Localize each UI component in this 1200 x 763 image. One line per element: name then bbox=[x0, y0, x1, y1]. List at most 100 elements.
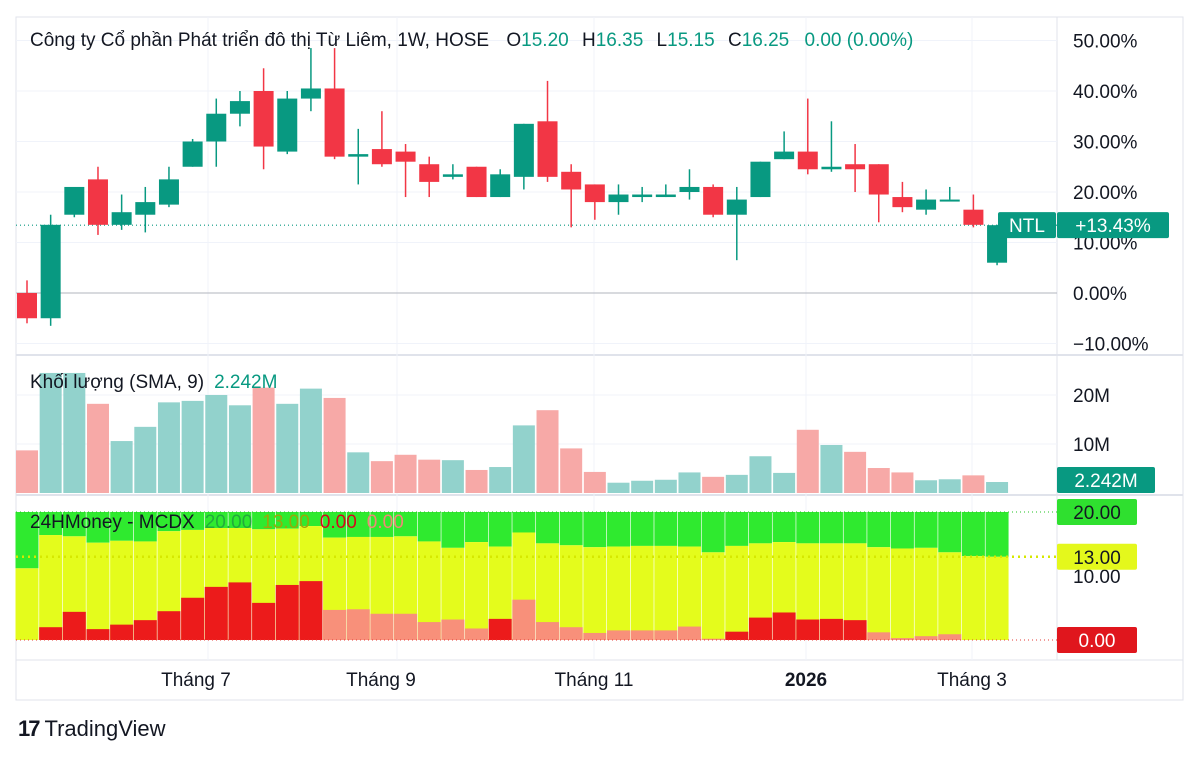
mcdx-green-bar bbox=[867, 512, 891, 548]
candle-body bbox=[277, 98, 298, 152]
mcdx-red-bar bbox=[323, 609, 347, 640]
mcdx-yellow-bar bbox=[536, 543, 560, 640]
mcdx-green-bar bbox=[228, 512, 252, 528]
candle-body bbox=[608, 194, 629, 203]
time-axis-label: Tháng 9 bbox=[346, 670, 416, 691]
mcdx-red-bar bbox=[62, 611, 86, 640]
volume-tag-label: 2.242M bbox=[1074, 471, 1137, 492]
mcdx-red-bar bbox=[346, 609, 370, 640]
volume-bar bbox=[678, 472, 701, 493]
price-axis-label: 0.00% bbox=[1073, 284, 1127, 305]
candle-body bbox=[939, 199, 960, 202]
mcdx-red-bar bbox=[488, 618, 512, 640]
mcdx-red-bar bbox=[677, 626, 701, 640]
mcdx-level-tag-box bbox=[1057, 499, 1137, 525]
candle-body bbox=[371, 149, 392, 165]
time-axis-label: Tháng 3 bbox=[937, 670, 1007, 691]
open-value: 15.20 bbox=[521, 30, 569, 51]
mcdx-green-bar bbox=[346, 512, 370, 537]
mcdx-red-bar bbox=[890, 638, 914, 640]
mcdx-red-bar bbox=[559, 627, 583, 640]
volume-bar bbox=[394, 454, 417, 493]
candle-body bbox=[632, 194, 653, 198]
volume-bar bbox=[844, 451, 867, 493]
volume-header: Khối lượng (SMA, 9) 2.242M bbox=[30, 372, 277, 394]
mcdx-yellow-bar bbox=[15, 568, 39, 640]
candle-body bbox=[253, 91, 274, 147]
mcdx-green-bar bbox=[62, 512, 86, 537]
price-axis-label: 30.00% bbox=[1073, 133, 1138, 154]
mcdx-level-tag-box bbox=[1057, 627, 1137, 653]
candle-body bbox=[442, 174, 463, 177]
candle-body bbox=[916, 199, 937, 210]
mcdx-level-tag-box bbox=[1057, 543, 1137, 570]
brand-name: TradingView bbox=[44, 716, 166, 741]
mcdx-red-bar bbox=[654, 630, 678, 640]
candle-body bbox=[111, 212, 132, 225]
symbol-tag-label: NTL bbox=[1009, 216, 1045, 237]
price-axis-label: 20.00% bbox=[1073, 183, 1138, 204]
volume-bar bbox=[39, 372, 62, 493]
mcdx-yellow-bar bbox=[725, 545, 749, 640]
mcdx-value-3: 0.00 bbox=[319, 512, 357, 533]
mcdx-red-bar bbox=[748, 617, 772, 640]
volume-bar bbox=[631, 480, 654, 493]
tradingview-brand[interactable]: 17 TradingView bbox=[18, 716, 166, 742]
volume-bar bbox=[962, 475, 985, 493]
mcdx-red-bar bbox=[417, 622, 441, 640]
volume-bar bbox=[702, 476, 725, 493]
mcdx-axis-label: 10.00 bbox=[1073, 567, 1121, 588]
time-axis-label: 2026 bbox=[785, 670, 827, 691]
volume-bar bbox=[512, 425, 535, 493]
mcdx-red-bar bbox=[630, 630, 654, 640]
candle bbox=[655, 184, 676, 198]
candle bbox=[300, 48, 321, 112]
candle-body bbox=[892, 197, 913, 208]
mcdx-value-4: 0.00 bbox=[366, 512, 404, 533]
volume-bar bbox=[418, 459, 441, 493]
mcdx-green-bar bbox=[86, 512, 110, 543]
price-axis-label: 10.00% bbox=[1073, 234, 1138, 255]
candle bbox=[703, 184, 724, 218]
candle bbox=[939, 186, 960, 202]
price-axis-label: 50.00% bbox=[1073, 32, 1138, 53]
volume-bar bbox=[157, 402, 180, 493]
mcdx-green-bar bbox=[488, 512, 512, 547]
mcdx-green-bar bbox=[323, 512, 347, 538]
candle-body bbox=[466, 166, 487, 198]
mcdx-red-bar bbox=[725, 631, 749, 640]
mcdx-green-bar bbox=[181, 512, 205, 530]
mcdx-yellow-bar bbox=[39, 535, 63, 640]
mcdx-red-bar bbox=[181, 597, 205, 640]
volume-bar bbox=[583, 471, 606, 493]
candle-body bbox=[206, 113, 227, 142]
volume-axis-label: 10M bbox=[1073, 435, 1110, 456]
mcdx-green-bar bbox=[275, 512, 299, 529]
mcdx-red-bar bbox=[867, 632, 891, 640]
mcdx-green-bar bbox=[843, 512, 867, 544]
candle bbox=[371, 111, 392, 167]
candle-body bbox=[655, 194, 676, 198]
candle bbox=[821, 121, 842, 172]
mcdx-green-bar bbox=[133, 512, 157, 542]
mcdx-level-tag-label: 13.00 bbox=[1073, 548, 1121, 569]
mcdx-green-bar bbox=[299, 512, 323, 527]
volume-bar bbox=[607, 482, 630, 493]
volume-bar bbox=[867, 468, 890, 493]
candle-body bbox=[750, 161, 771, 198]
mcdx-red-bar bbox=[204, 586, 228, 640]
volume-bar bbox=[228, 405, 251, 493]
candle bbox=[845, 144, 866, 192]
mcdx-level-tag-label: 20.00 bbox=[1073, 503, 1121, 524]
candle bbox=[442, 164, 463, 180]
mcdx-header: 24HMoney - MCDX 20.00 13.00 0.00 0.00 bbox=[30, 512, 404, 534]
price-axis-label: 40.00% bbox=[1073, 82, 1138, 103]
high-value: 16.35 bbox=[595, 30, 644, 51]
volume-bar bbox=[370, 461, 393, 493]
candle-body bbox=[135, 202, 156, 215]
mcdx-green-bar bbox=[961, 512, 985, 557]
mcdx-yellow-bar bbox=[559, 545, 583, 640]
mcdx-green-bar bbox=[536, 512, 560, 544]
mcdx-red-bar bbox=[275, 584, 299, 640]
candle bbox=[182, 138, 203, 167]
